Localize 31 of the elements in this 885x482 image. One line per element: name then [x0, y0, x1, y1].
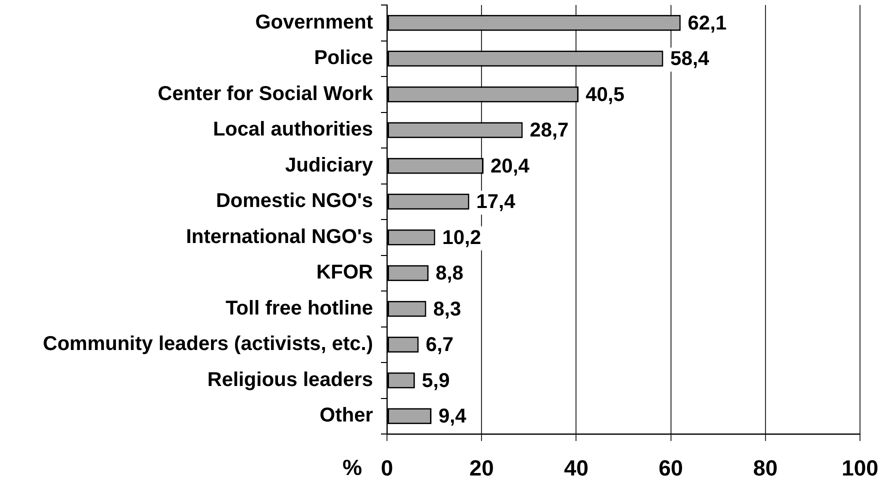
data-label: 20,4 — [490, 155, 530, 178]
data-label: 10,2 — [442, 226, 482, 249]
x-tick-label: 0 — [380, 455, 394, 480]
x-axis-title: % — [342, 455, 362, 480]
x-tick-label: 20 — [469, 455, 494, 480]
y-tick-label: Center for Social Work — [158, 82, 374, 105]
y-tick-label: Domestic NGO's — [216, 190, 373, 212]
data-label: 9,4 — [438, 406, 468, 428]
y-tick-label: Government — [255, 11, 374, 34]
y-tick-label: Toll free hotline — [226, 297, 373, 320]
y-tick-label: KFOR — [316, 262, 374, 284]
x-tick-label: 80 — [753, 455, 778, 480]
y-tick-label: Religious leaders — [207, 368, 373, 391]
x-tick-label: 100 — [842, 455, 878, 480]
data-label: 6,7 — [426, 334, 454, 356]
y-tick-label: Local authorities — [212, 118, 373, 141]
y-tick-label: Community leaders (activists, etc.) — [42, 333, 373, 356]
y-tick-label: International NGO's — [186, 226, 373, 248]
data-label: 8,8 — [436, 262, 464, 285]
data-label: 58,4 — [670, 48, 710, 70]
y-tick-label: Judiciary — [285, 154, 374, 176]
data-label: 5,9 — [422, 370, 450, 392]
data-label: 62,1 — [688, 12, 727, 34]
data-label: 17,4 — [476, 191, 516, 214]
data-label: 40,5 — [586, 84, 625, 106]
x-tick-label: 40 — [564, 455, 588, 480]
y-tick-label: Police — [314, 47, 373, 70]
x-tick-label: 60 — [658, 455, 684, 480]
y-tick-label: Other — [320, 404, 374, 427]
data-label: 8,3 — [433, 298, 462, 320]
data-label: 28,7 — [530, 120, 569, 142]
